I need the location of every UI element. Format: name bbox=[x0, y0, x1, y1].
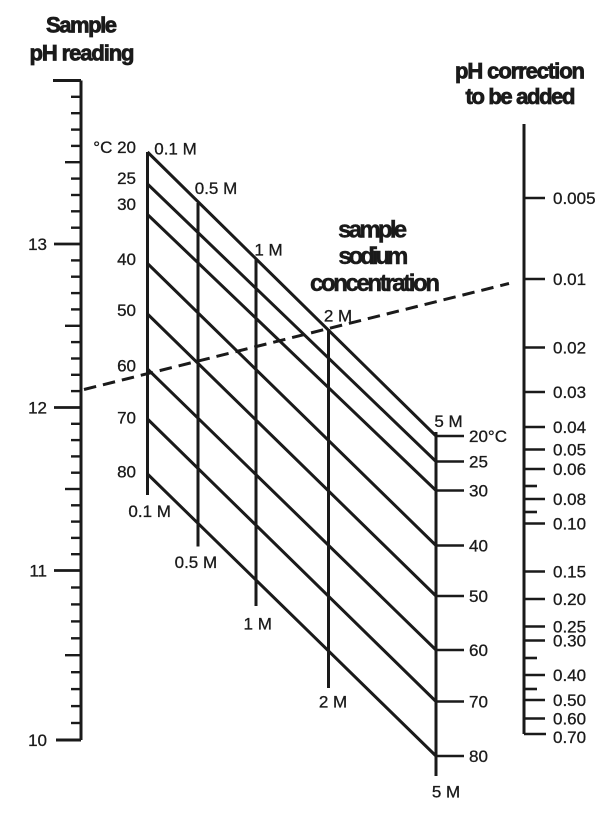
svg-text:to be added: to be added bbox=[466, 84, 576, 109]
svg-text:0.25: 0.25 bbox=[553, 618, 586, 637]
svg-text:0.40: 0.40 bbox=[553, 666, 586, 685]
svg-text:1 M: 1 M bbox=[254, 241, 282, 260]
svg-text:0.20: 0.20 bbox=[553, 590, 586, 609]
svg-text:70: 70 bbox=[117, 409, 136, 428]
svg-text:0.50: 0.50 bbox=[553, 691, 586, 710]
svg-text:2 M: 2 M bbox=[324, 307, 352, 326]
svg-text:0.60: 0.60 bbox=[553, 710, 586, 729]
svg-text:0.5 M: 0.5 M bbox=[195, 179, 238, 198]
svg-text:sodium: sodium bbox=[338, 243, 408, 270]
svg-text:concentration: concentration bbox=[310, 270, 440, 297]
svg-text:0.30: 0.30 bbox=[553, 632, 586, 651]
svg-text:0.1 M: 0.1 M bbox=[128, 502, 171, 521]
svg-text:5 M: 5 M bbox=[434, 412, 462, 431]
svg-text:11: 11 bbox=[29, 562, 47, 581]
svg-text:25: 25 bbox=[117, 169, 136, 188]
svg-text:0.08: 0.08 bbox=[553, 490, 586, 509]
svg-text:80: 80 bbox=[117, 462, 136, 481]
svg-text:0.70: 0.70 bbox=[553, 728, 586, 747]
svg-text:25: 25 bbox=[469, 453, 488, 472]
svg-text:Sample: Sample bbox=[46, 13, 117, 38]
svg-text:50: 50 bbox=[117, 301, 136, 320]
svg-text:60: 60 bbox=[469, 641, 488, 660]
svg-text:0.05: 0.05 bbox=[553, 441, 586, 460]
svg-text:0.03: 0.03 bbox=[553, 383, 586, 402]
svg-text:0.10: 0.10 bbox=[553, 515, 586, 534]
svg-text:1 M: 1 M bbox=[244, 615, 272, 634]
svg-text:0.1 M: 0.1 M bbox=[154, 140, 197, 159]
svg-text:70: 70 bbox=[469, 693, 488, 712]
svg-text:0.005: 0.005 bbox=[553, 189, 596, 208]
svg-text:0.06: 0.06 bbox=[553, 460, 586, 479]
svg-text:pH reading: pH reading bbox=[30, 41, 135, 66]
svg-text:0.5 M: 0.5 M bbox=[175, 553, 218, 572]
svg-text:sample: sample bbox=[338, 217, 407, 244]
svg-text:°C 20: °C 20 bbox=[93, 138, 136, 157]
svg-text:2 M: 2 M bbox=[319, 693, 347, 712]
svg-text:30: 30 bbox=[469, 482, 488, 501]
svg-text:50: 50 bbox=[469, 587, 488, 606]
svg-text:20°C: 20°C bbox=[469, 427, 507, 446]
svg-text:40: 40 bbox=[117, 250, 136, 269]
svg-text:0.15: 0.15 bbox=[553, 563, 586, 582]
svg-text:5 M: 5 M bbox=[432, 783, 460, 802]
svg-text:0.04: 0.04 bbox=[553, 418, 586, 437]
svg-text:40: 40 bbox=[469, 537, 488, 556]
svg-text:pH correction: pH correction bbox=[455, 59, 585, 84]
svg-text:12: 12 bbox=[28, 399, 47, 418]
svg-text:0.01: 0.01 bbox=[553, 270, 586, 289]
svg-text:60: 60 bbox=[117, 356, 136, 375]
svg-text:13: 13 bbox=[28, 235, 47, 254]
svg-text:80: 80 bbox=[469, 747, 488, 766]
svg-text:30: 30 bbox=[117, 195, 136, 214]
svg-text:0.02: 0.02 bbox=[553, 339, 586, 358]
svg-text:10: 10 bbox=[28, 731, 47, 750]
